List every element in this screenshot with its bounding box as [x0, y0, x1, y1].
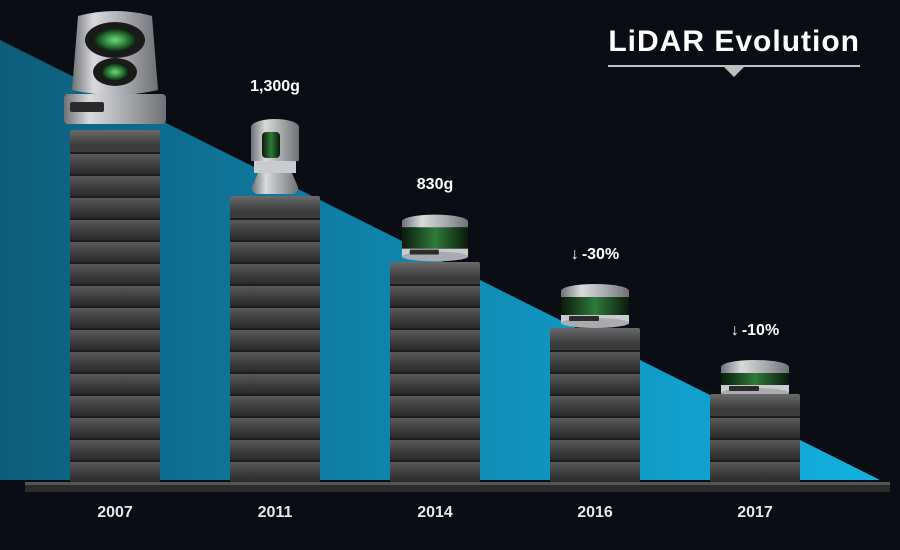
- down-arrow-icon: ↓: [571, 246, 579, 264]
- lidar-device-icon: [559, 284, 631, 328]
- lidar-device-icon: [400, 214, 470, 262]
- bar: [710, 394, 800, 482]
- bar: [390, 262, 480, 482]
- year-label: 2016: [550, 504, 640, 522]
- lidar-device-icon: [244, 118, 306, 196]
- bar-columns: 13,600g 1,300g 830g ↓-30%: [0, 52, 900, 482]
- bar-value-label: 1,300g: [230, 78, 320, 96]
- bar: [230, 196, 320, 482]
- bar: [550, 328, 640, 482]
- bar-value-label: ↓-30%: [550, 246, 640, 264]
- lidar-device-icon: [56, 10, 174, 130]
- bar-value-label: 830g: [390, 176, 480, 194]
- year-label: 2007: [70, 504, 160, 522]
- lidar-device-icon: [719, 360, 791, 394]
- down-arrow-icon: ↓: [731, 322, 739, 340]
- baseline-shadow: [25, 485, 890, 492]
- year-label: 2017: [710, 504, 800, 522]
- bar-value-label: ↓-10%: [710, 322, 800, 340]
- year-label: 2014: [390, 504, 480, 522]
- bar: [70, 130, 160, 482]
- year-label: 2011: [230, 504, 320, 522]
